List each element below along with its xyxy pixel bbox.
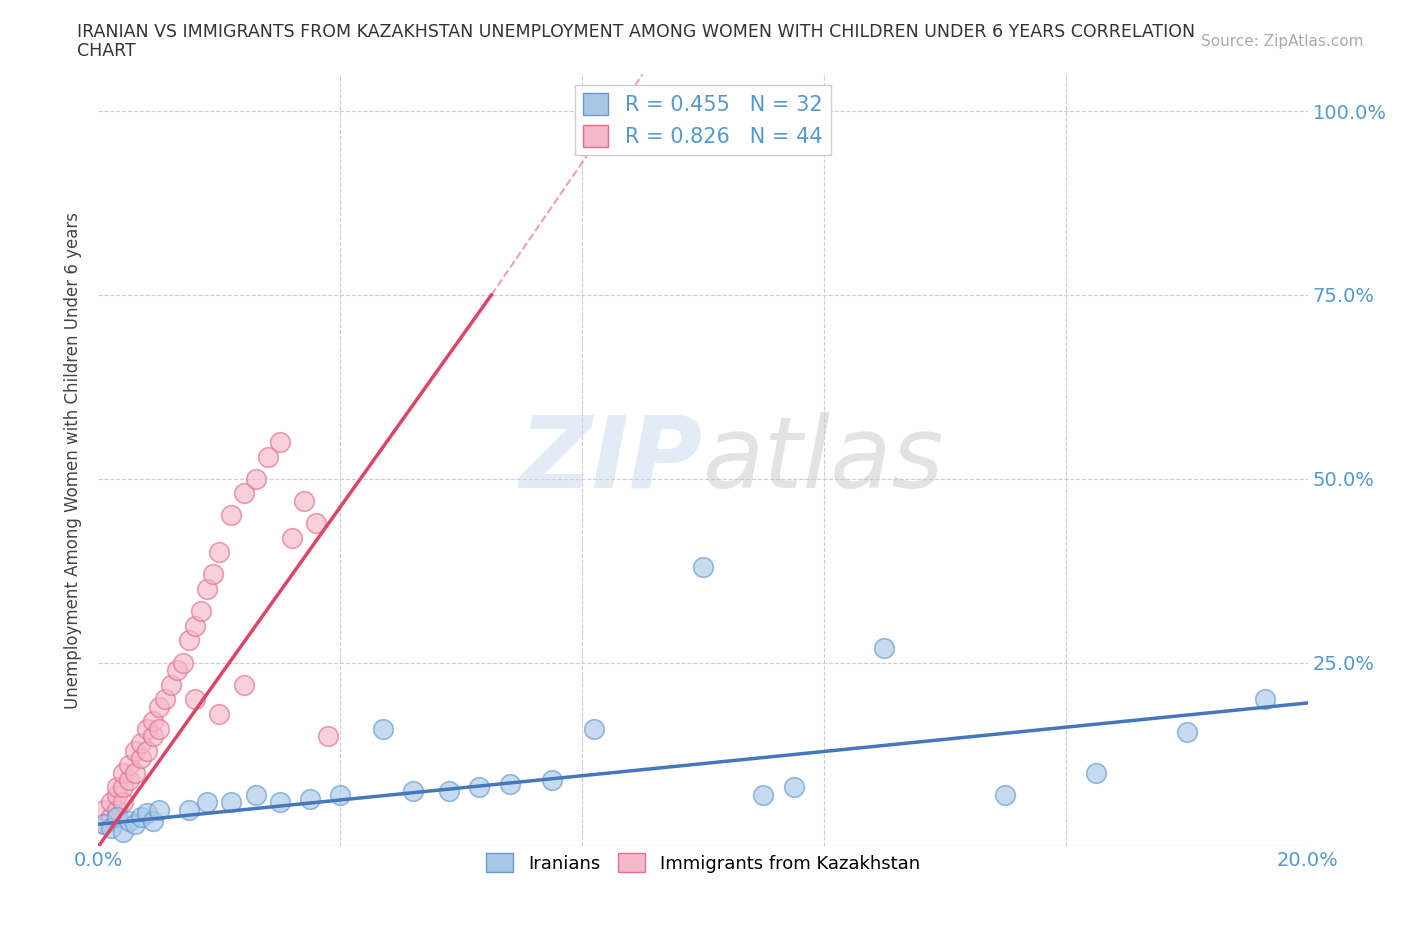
Point — [100, 820, 122, 835]
Point — [245, 788, 267, 803]
Point — [1085, 765, 1108, 780]
Point — [129, 736, 152, 751]
Point — [692, 560, 714, 575]
Point — [402, 784, 425, 799]
Point — [316, 728, 339, 743]
Point — [166, 662, 188, 677]
Point — [135, 743, 157, 758]
Point — [105, 809, 128, 824]
Point — [269, 434, 291, 449]
Y-axis label: Unemployment Among Women with Children Under 6 years: Unemployment Among Women with Children U… — [65, 212, 83, 709]
Point — [118, 813, 141, 828]
Point — [93, 817, 115, 831]
Point — [292, 493, 315, 508]
Point — [142, 714, 165, 729]
Point — [142, 813, 165, 828]
Point — [221, 795, 243, 810]
Point — [208, 707, 231, 722]
Point — [129, 809, 152, 824]
Text: ZIP: ZIP — [520, 412, 703, 509]
Point — [498, 777, 520, 791]
Point — [299, 791, 322, 806]
Point — [195, 795, 218, 810]
Point — [124, 743, 146, 758]
Point — [752, 788, 775, 803]
Point — [1254, 692, 1277, 707]
Point — [111, 795, 134, 810]
Point — [100, 809, 122, 824]
Text: IRANIAN VS IMMIGRANTS FROM KAZAKHSTAN UNEMPLOYMENT AMONG WOMEN WITH CHILDREN UND: IRANIAN VS IMMIGRANTS FROM KAZAKHSTAN UN… — [77, 23, 1195, 41]
Text: CHART: CHART — [77, 42, 136, 60]
Point — [148, 802, 170, 817]
Point — [256, 449, 278, 464]
Point — [179, 633, 201, 648]
Point — [153, 692, 176, 707]
Point — [118, 758, 141, 773]
Point — [994, 788, 1017, 803]
Point — [281, 530, 304, 545]
Point — [105, 788, 128, 803]
Point — [232, 486, 254, 501]
Point — [111, 765, 134, 780]
Point — [148, 722, 170, 737]
Point — [93, 817, 115, 831]
Point — [111, 824, 134, 839]
Point — [232, 677, 254, 692]
Point — [783, 780, 806, 795]
Point — [129, 751, 152, 765]
Point — [124, 817, 146, 831]
Point — [873, 641, 896, 656]
Point — [245, 472, 267, 486]
Point — [329, 788, 352, 803]
Point — [135, 722, 157, 737]
Point — [118, 773, 141, 788]
Point — [100, 795, 122, 810]
Point — [148, 699, 170, 714]
Legend: Iranians, Immigrants from Kazakhstan: Iranians, Immigrants from Kazakhstan — [479, 846, 927, 880]
Point — [184, 618, 207, 633]
Point — [184, 692, 207, 707]
Point — [142, 728, 165, 743]
Point — [371, 722, 394, 737]
Point — [179, 802, 201, 817]
Point — [437, 784, 460, 799]
Point — [1175, 724, 1198, 739]
Point — [111, 780, 134, 795]
Point — [190, 604, 212, 618]
Point — [221, 508, 243, 523]
Point — [172, 655, 194, 670]
Point — [105, 802, 128, 817]
Text: Source: ZipAtlas.com: Source: ZipAtlas.com — [1201, 34, 1364, 49]
Point — [269, 795, 291, 810]
Point — [305, 515, 328, 530]
Point — [124, 765, 146, 780]
Point — [195, 581, 218, 596]
Text: atlas: atlas — [703, 412, 945, 509]
Point — [135, 805, 157, 820]
Point — [468, 780, 491, 795]
Point — [202, 567, 225, 582]
Point — [93, 802, 115, 817]
Point — [160, 677, 183, 692]
Point — [105, 780, 128, 795]
Point — [208, 545, 231, 560]
Point — [583, 722, 606, 737]
Point — [540, 773, 562, 788]
